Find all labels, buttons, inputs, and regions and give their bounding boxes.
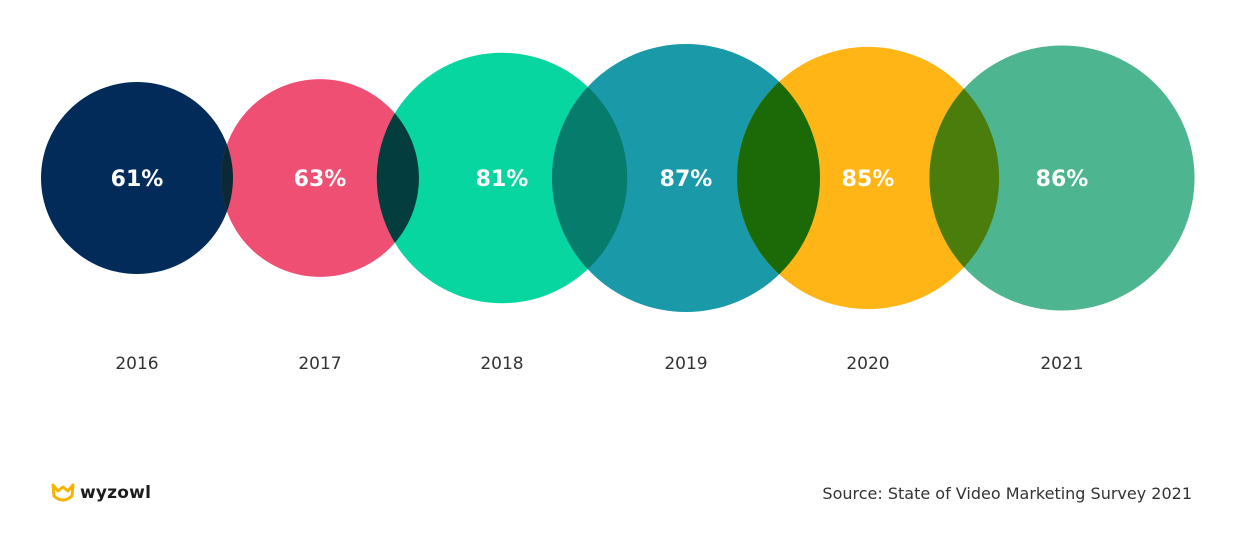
owl-icon [51,483,75,502]
value-label-2017: 63% [294,167,347,192]
value-label-2018: 81% [476,167,529,192]
bubble-2016 [41,82,233,274]
bubble-2017 [221,79,419,277]
value-label-2020: 85% [842,167,895,192]
year-label-2021: 2021 [1040,354,1083,374]
year-label-2016: 2016 [115,354,158,374]
year-label-2018: 2018 [480,354,523,374]
year-label-2020: 2020 [846,354,889,374]
bubble-2018 [376,52,628,304]
year-label-2019: 2019 [664,354,707,374]
value-label-2016: 61% [111,167,164,192]
source-note: Source: State of Video Marketing Survey … [822,484,1192,503]
bubble-2021 [929,45,1195,311]
year-label-2017: 2017 [298,354,341,374]
value-label-2019: 87% [660,167,713,192]
logo-text: wyzowl [80,483,152,503]
wyzowl-logo: wyzowl [50,482,151,504]
bubble-2019 [552,44,820,312]
value-label-2021: 86% [1036,167,1089,192]
